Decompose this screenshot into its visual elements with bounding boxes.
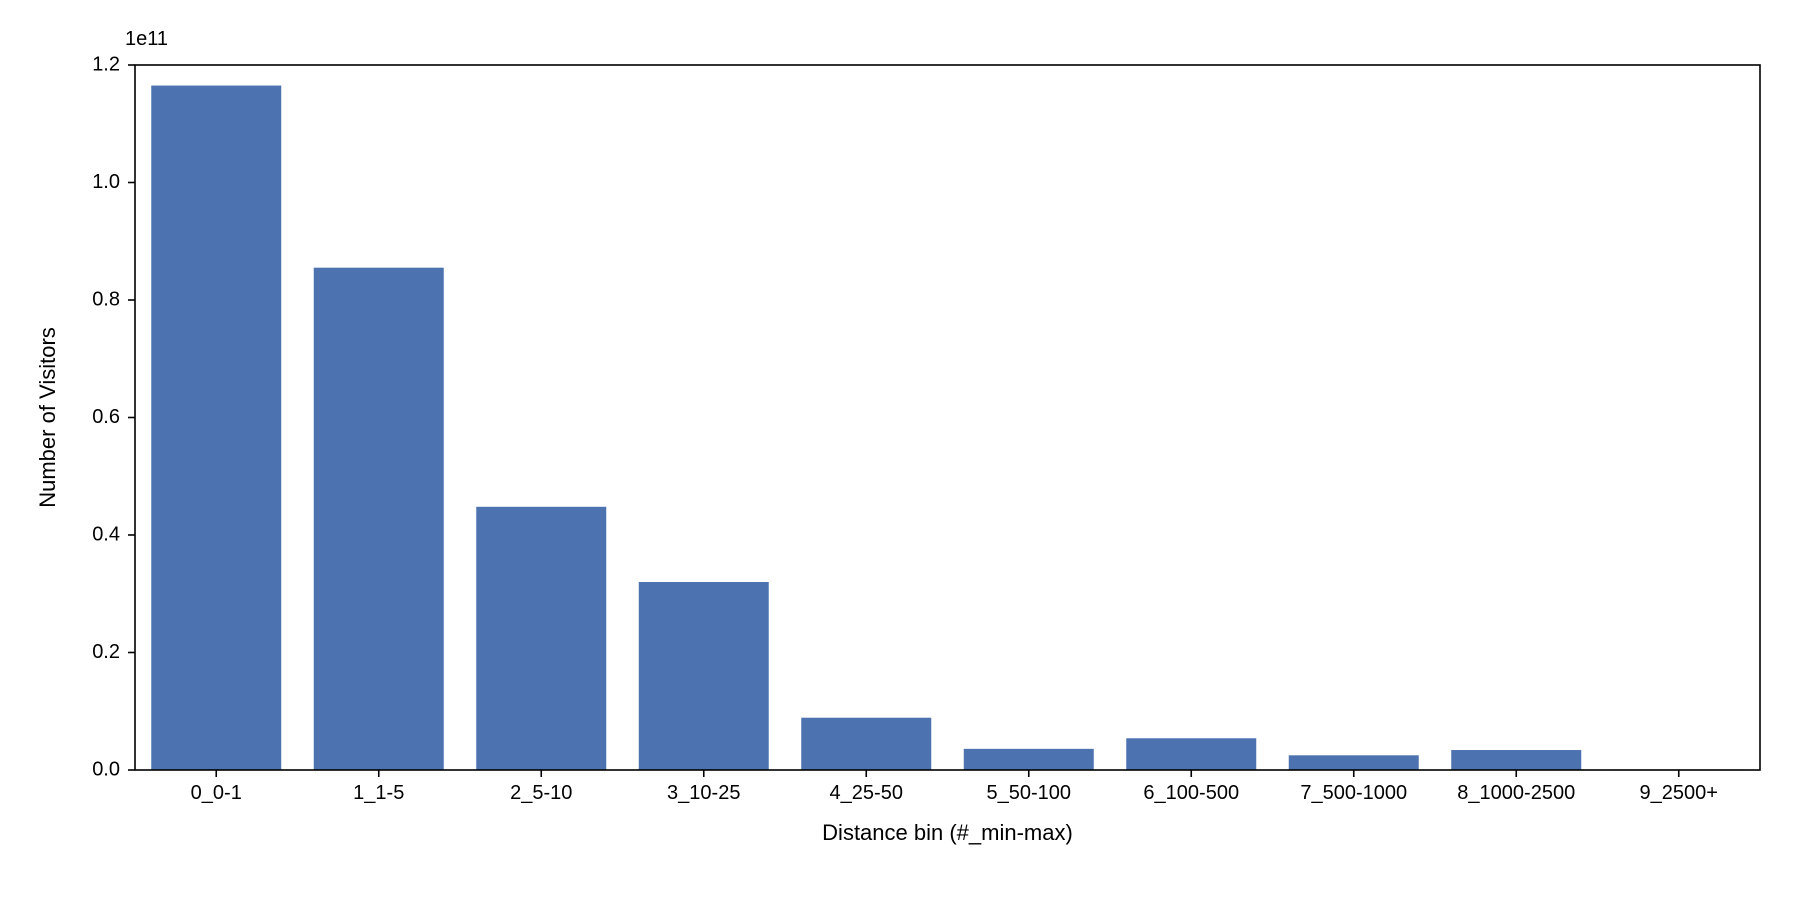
y-tick-label: 0.6: [92, 406, 120, 428]
bar: [314, 268, 444, 770]
y-tick-label: 1.2: [92, 53, 120, 75]
x-tick-label: 4_25-50: [830, 782, 903, 804]
bar: [801, 718, 931, 770]
x-tick-label: 5_50-100: [986, 782, 1071, 804]
bar: [964, 749, 1094, 770]
x-tick-label: 2_5-10: [510, 782, 572, 804]
x-tick-label: 8_1000-2500: [1457, 782, 1575, 804]
bar: [1289, 755, 1419, 770]
bar: [1126, 738, 1256, 770]
x-tick-label: 9_2500+: [1640, 782, 1718, 804]
y-tick-label: 0.0: [92, 758, 120, 780]
x-axis-label: Distance bin (#_min-max): [822, 820, 1073, 845]
y-axis-exponent-label: 1e11: [125, 28, 168, 50]
y-tick-label: 0.2: [92, 641, 120, 663]
y-tick-label: 0.4: [92, 523, 120, 545]
visitors-bar-chart: 0.0 0.2 0.4 0.6 0.8 1.0 1.2 0_0-1 1_1-5 2_5-10 3_1…: [0, 0, 1800, 900]
y-axis-label: Number of Visitors: [35, 327, 60, 508]
y-tick-label: 1.0: [92, 171, 120, 193]
x-tick-label: 0_0-1: [191, 782, 242, 804]
y-tick-label: 0.8: [92, 288, 120, 310]
x-tick-label: 1_1-5: [353, 782, 404, 804]
chart-svg: 0.0 0.2 0.4 0.6 0.8 1.0 1.2 0_0-1 1_1-5 2_5-10 3_1…: [0, 0, 1800, 900]
x-tick-label: 3_10-25: [667, 782, 740, 804]
bar: [1451, 750, 1581, 770]
x-tick-label: 6_100-500: [1143, 782, 1239, 804]
bar: [639, 582, 769, 770]
x-tick-label: 7_500-1000: [1300, 782, 1407, 804]
bar: [476, 507, 606, 770]
bar: [151, 86, 281, 770]
